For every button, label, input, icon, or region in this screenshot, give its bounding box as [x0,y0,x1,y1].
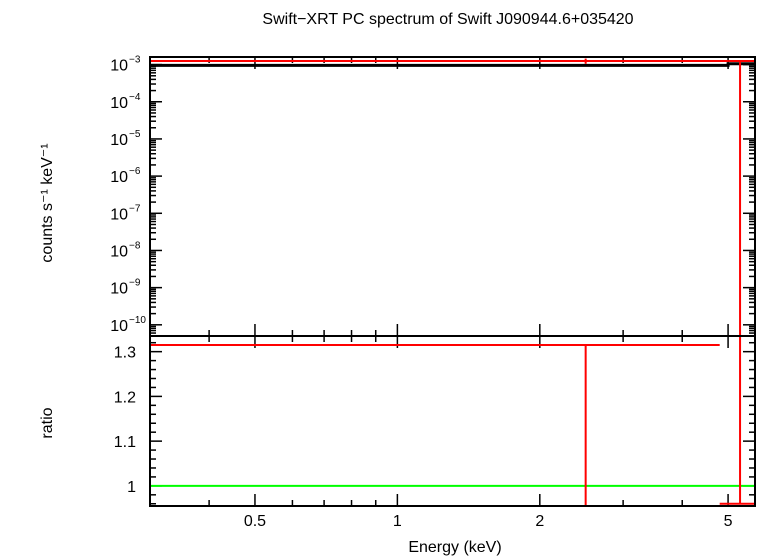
top-panel-frame [149,56,756,337]
top-ytick-exponent: −8 [129,240,141,251]
top-ytick-exponent: −9 [129,278,141,289]
ytick-base: 10 [110,95,128,112]
bottom-panel-ylabel: ratio [39,407,56,438]
ytick-base: 10 [110,318,128,335]
xtick-label: 5 [724,513,733,530]
top-ytick-label: 10 [110,95,128,112]
ytick-base: 10 [110,132,128,149]
bottom-panel-data [150,336,755,506]
top-ytick-label: 10 [110,58,128,75]
top-panel-data [150,58,755,336]
top-ytick-label: 10 [110,132,128,149]
top-ytick-exponent: −5 [129,129,141,140]
top-ytick-exponent: −3 [129,55,141,66]
ytick-base: 10 [110,58,128,75]
bottom-panel-ytick-labels: 1 1.1 1.2 1.3 [114,345,136,496]
top-ytick-label: 10 [110,281,128,298]
ytick-base: 10 [110,281,128,298]
bottom-panel-ticks [149,336,755,506]
ytick-base: 10 [110,169,128,186]
bottom-ytick-label: 1.2 [114,389,136,406]
top-ytick-exponent: −4 [129,92,141,103]
bottom-panel-xtick-labels: 0.5 1 2 5 [244,513,733,530]
xtick-label: 1 [393,513,402,530]
top-ytick-label: 10 [110,243,128,260]
top-ytick-exponent: −6 [129,166,141,177]
top-ytick-label: 10 [110,169,128,186]
top-ytick-label: 10 [110,206,128,223]
xtick-label: 2 [535,513,544,530]
top-panel-ylabel: counts s⁻¹ keV⁻¹ [39,143,56,262]
ytick-base: 10 [110,206,128,223]
top-panel-ticks [149,57,755,336]
bottom-panel: 1 1.1 1.2 1.3 0.5 1 2 5 [114,335,756,530]
x-axis-label: Energy (keV) [408,539,501,556]
bottom-panel-frame [149,335,756,507]
xtick-label: 0.5 [244,513,266,530]
ytick-base: 10 [110,243,128,260]
bottom-ytick-label: 1.1 [114,434,136,451]
bottom-ytick-label: 1.3 [114,345,136,362]
chart-title: Swift−XRT PC spectrum of Swift J090944.6… [262,11,633,28]
top-panel-model [150,62,755,67]
top-ytick-label: 10 [110,318,128,335]
top-ytick-exponent: −7 [129,203,141,214]
top-ytick-exponent: −10 [129,315,146,326]
bottom-ytick-label: 1 [127,479,136,496]
model-line [150,62,755,67]
